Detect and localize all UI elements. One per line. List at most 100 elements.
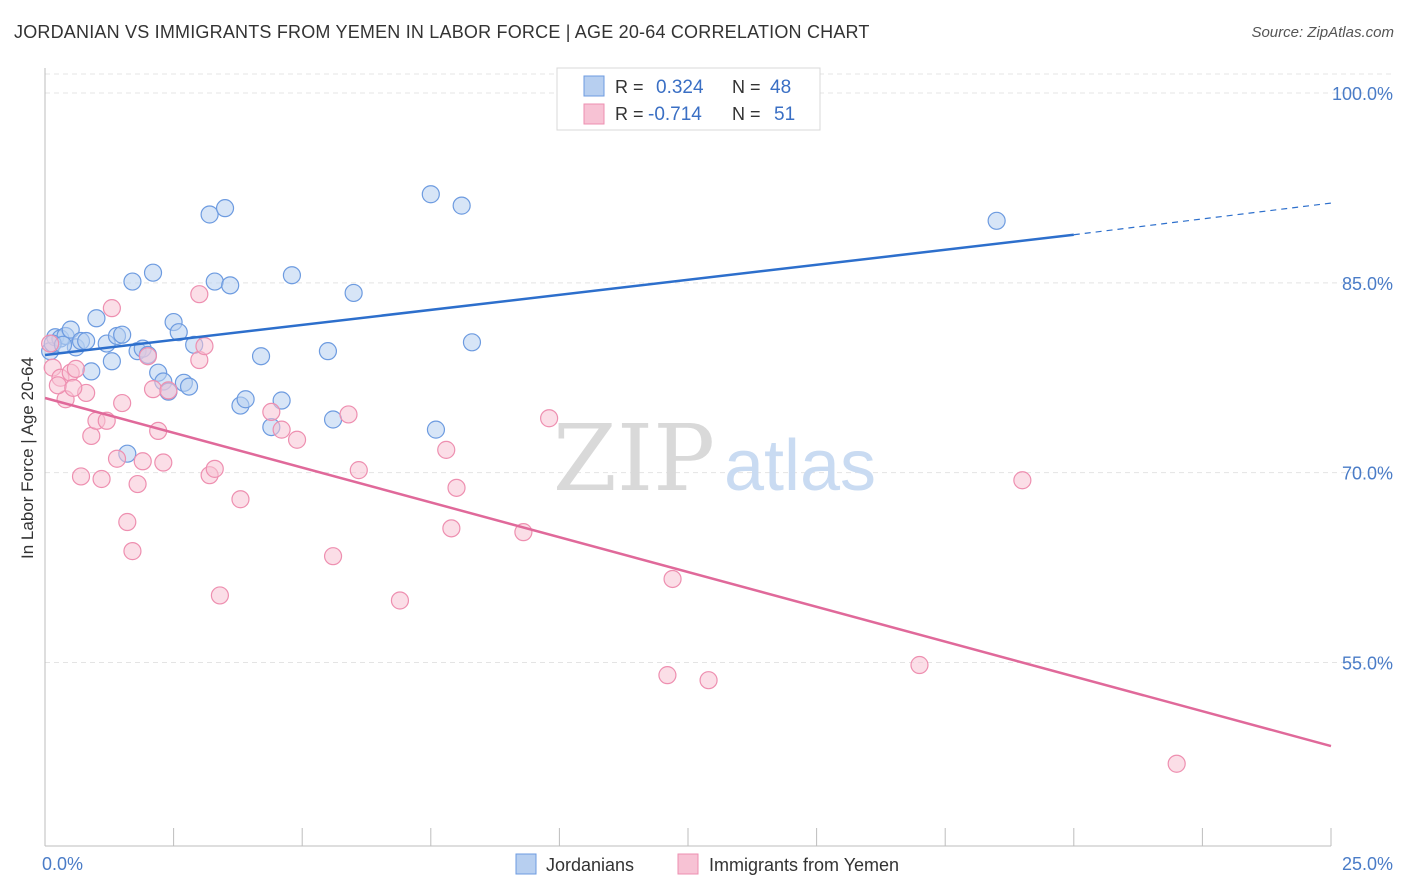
bottom-legend-swatch-yemen [677, 853, 699, 875]
point-yemen [118, 512, 137, 532]
point-yemen [437, 440, 456, 459]
legend-swatch-yemen [583, 103, 605, 125]
point-yemen [113, 393, 132, 413]
point-yemen [349, 461, 368, 480]
x-tick-label: 25.0% [1342, 854, 1393, 874]
point-yemen [339, 405, 358, 424]
source-label: Source: ZipAtlas.com [1251, 24, 1394, 41]
point-yemen [48, 376, 67, 395]
legend-swatch-jordanians [583, 75, 605, 97]
y-tick-label: 55.0% [1342, 653, 1393, 673]
point-yemen [287, 430, 307, 449]
point-yemen [699, 671, 718, 690]
point-jordanian [61, 320, 80, 339]
point-jordanian [205, 272, 224, 291]
point-jordanian [421, 185, 440, 204]
chart-title: JORDANIAN VS IMMIGRANTS FROM YEMEN IN LA… [14, 22, 870, 42]
legend-top: R = 0.324 N = 48 R = -0.714 N = 51 [556, 67, 821, 131]
point-jordanian [200, 205, 219, 224]
point-yemen [447, 478, 466, 497]
point-yemen [123, 542, 142, 561]
series-jordanians [41, 185, 1006, 463]
point-yemen [143, 380, 163, 399]
legend-n-value-2: 51 [774, 104, 795, 125]
point-jordanian [323, 410, 343, 429]
point-jordanian [426, 420, 446, 439]
point-yemen [128, 474, 147, 494]
legend-r-value-1: 0.324 [656, 77, 704, 98]
x-tick-labels: 0.0% 25.0% [42, 854, 1393, 874]
y-tick-label: 70.0% [1342, 464, 1393, 484]
point-jordanian [143, 263, 163, 282]
point-jordanian [462, 333, 482, 352]
point-yemen [910, 655, 929, 675]
point-yemen [663, 569, 682, 589]
legend-r-label-1: R = [615, 77, 644, 97]
point-yemen [154, 453, 173, 472]
legend-bottom: Jordanians Immigrants from Yemen [515, 853, 899, 875]
point-yemen [272, 420, 291, 439]
legend-n-value-1: 48 [770, 77, 791, 98]
point-jordanian [77, 331, 96, 351]
trendlines [44, 202, 1332, 748]
point-jordanian [102, 352, 121, 371]
bottom-legend-jordanians: Jordanians [546, 855, 634, 875]
y-tick-label: 100.0% [1332, 84, 1393, 104]
point-jordanian [113, 325, 132, 344]
point-jordanian [221, 276, 240, 295]
point-yemen [540, 409, 559, 428]
trendline-jordanians [44, 233, 1074, 357]
point-yemen [323, 547, 343, 566]
point-yemen [159, 381, 178, 400]
point-jordanian [215, 199, 235, 218]
point-yemen [205, 459, 224, 478]
point-yemen [1167, 754, 1186, 773]
x-tick-label: 0.0% [42, 854, 83, 874]
point-jordanian [282, 266, 302, 285]
grid [45, 73, 1394, 663]
series-yemen [41, 285, 1186, 773]
point-jordanian [179, 377, 199, 396]
point-yemen [133, 452, 152, 471]
point-jordanian [318, 342, 338, 361]
axes [44, 68, 1332, 847]
bottom-legend-yemen: Immigrants from Yemen [709, 855, 899, 875]
point-yemen [210, 586, 229, 605]
watermark-atlas: atlas [724, 426, 876, 506]
point-yemen [107, 449, 127, 468]
point-yemen [71, 467, 91, 486]
point-jordanian [452, 196, 471, 215]
legend-n-label-1: N = [732, 77, 761, 97]
y-tick-label: 85.0% [1342, 274, 1393, 294]
point-yemen [390, 591, 410, 610]
point-yemen [138, 347, 157, 366]
point-jordanian [251, 347, 271, 366]
watermark: ZIP atlas [553, 405, 876, 512]
watermark-zip: ZIP [553, 405, 715, 512]
y-axis-title: In Labor Force | Age 20-64 [18, 357, 37, 559]
point-jordanian [87, 309, 106, 328]
point-yemen [64, 378, 83, 397]
point-yemen [92, 469, 111, 489]
y-tick-labels: 100.0% 85.0% 70.0% 55.0% [1332, 84, 1393, 674]
legend-r-label-2: R = [615, 104, 644, 124]
point-jordanian [169, 323, 188, 342]
point-jordanian [272, 391, 291, 410]
point-jordanian [236, 390, 255, 409]
bottom-legend-swatch-jordanians [515, 853, 537, 875]
legend-r-value-2: -0.714 [648, 104, 702, 125]
point-yemen [190, 285, 209, 304]
point-yemen [195, 336, 214, 356]
trendline-jordanians-extension [1073, 202, 1332, 236]
point-yemen [82, 426, 101, 446]
point-yemen [231, 490, 250, 509]
point-yemen [102, 299, 121, 318]
point-yemen [442, 519, 461, 538]
point-yemen [66, 359, 85, 378]
point-jordanian [82, 362, 101, 381]
point-yemen [262, 402, 281, 422]
trendline-yemen [44, 396, 1332, 748]
point-jordanian [987, 211, 1006, 230]
legend-n-label-2: N = [732, 104, 761, 124]
